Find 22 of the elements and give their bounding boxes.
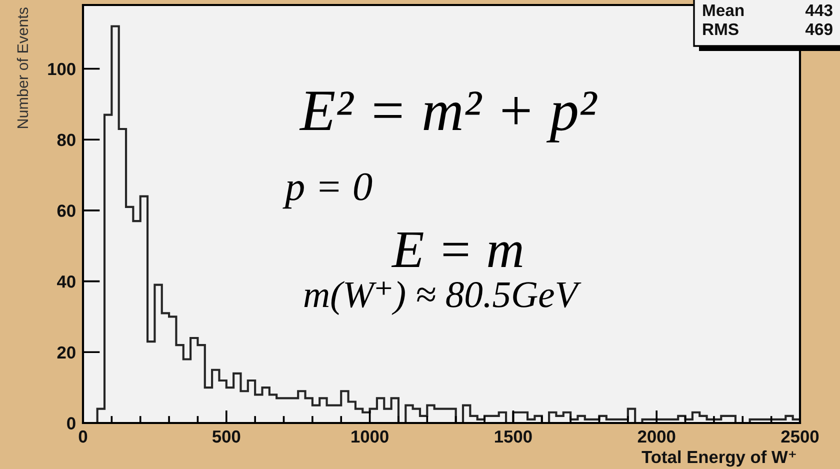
annotation: RMS <box>703 23 738 36</box>
x-tick-label: 1500 <box>494 430 532 443</box>
x-tick-label: 0 <box>78 430 88 443</box>
annotation: E² = m² + p² <box>299 92 598 142</box>
x-tick-label: 500 <box>212 430 240 443</box>
y-tick-label: 0 <box>67 417 76 430</box>
text: 443 <box>805 4 832 16</box>
x-tick-label: 2500 <box>781 430 819 443</box>
y-tick-label: 20 <box>57 346 76 359</box>
y-axis-title: Number of Events <box>16 8 28 128</box>
y-tick-label: 80 <box>57 134 76 146</box>
x-tick-label: 1000 <box>352 430 388 443</box>
y-tick-label: 40 <box>57 275 76 288</box>
annotation: Mean <box>703 4 744 16</box>
annotation: m(W⁺) ≈ 80.5GeV <box>304 280 582 315</box>
y-tick-label: 60 <box>57 204 76 217</box>
x-axis-title: Total Energy of W⁺ <box>642 450 796 467</box>
annotation: E = m <box>391 232 522 267</box>
y-tick-label: 100 <box>48 62 76 76</box>
annotation: p = 0 <box>282 173 372 209</box>
x-tick-label: 2000 <box>638 430 676 443</box>
text: 469 <box>805 23 832 36</box>
